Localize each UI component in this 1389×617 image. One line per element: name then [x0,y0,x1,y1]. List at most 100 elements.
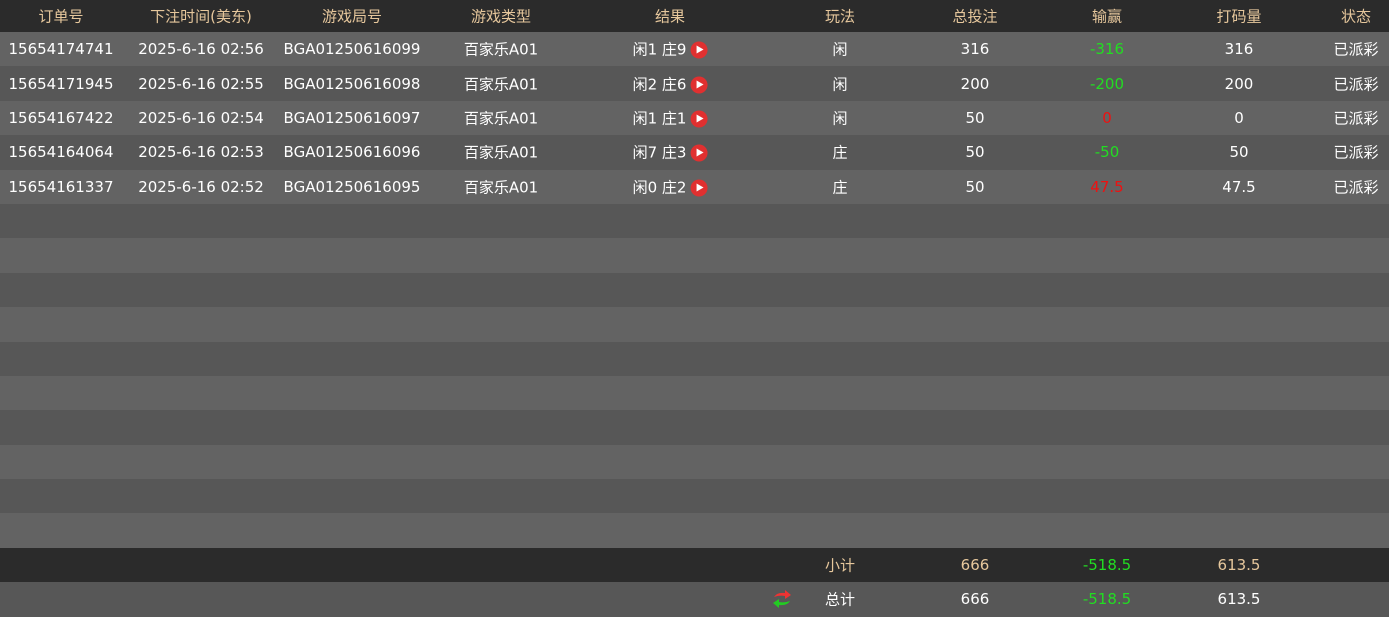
subtotal-row: 小计 666 -518.5 613.5 [0,547,1389,583]
result-text: 闲0 庄2 [632,178,687,197]
bet-time-text: 2025-6-16 02:52 [138,177,264,196]
header-result: 结果 [654,7,686,26]
empty-row [0,341,1389,376]
bet-time-text: 2025-6-16 02:55 [138,74,264,93]
game-type-cell: 百家乐A01 [464,176,538,197]
table-row: 15654161337 2025-6-16 02:52 BGA01250616095… [0,169,1389,204]
win-loss-text: -200 [1089,74,1125,93]
empty-row [0,203,1389,239]
play-type-cell: 庄 [832,142,847,163]
order-number-cell: 15654161337 [9,178,114,196]
status-text: 已派彩 [1333,75,1379,94]
result-text: 闲1 庄9 [632,40,687,59]
total-bet-text: 50 [965,108,985,127]
total-bet-cell: 50 [965,143,984,161]
total-bet-text: 316 [960,40,990,59]
game-type-cell: 百家乐A01 [464,39,538,60]
game-type-cell: 百家乐A01 [464,107,538,128]
play-type-cell: 闲 [832,73,847,94]
play-video-icon[interactable] [690,179,708,197]
total-bet: 666 [960,590,990,609]
win-loss-cell: 0 [1102,109,1112,127]
win-loss-text: 0 [1102,108,1112,127]
status-text: 已派彩 [1333,143,1379,162]
round-id-cell: BGA01250616095 [284,178,421,196]
win-loss-text: -316 [1089,40,1125,59]
result-text: 闲1 庄1 [632,109,687,128]
empty-row [0,513,1389,548]
bet-time-cell: 2025-6-16 02:55 [138,75,264,93]
header-total-bet: 总投注 [952,7,998,26]
win-loss-text: 47.5 [1090,177,1124,196]
bet-time-cell: 2025-6-16 02:53 [138,143,264,161]
play-type-text: 庄 [832,143,848,162]
total-label: 总计 [824,590,856,609]
win-loss-cell: -200 [1090,75,1124,93]
subtotal-bet: 666 [960,556,990,575]
play-type-text: 闲 [832,75,848,94]
round-id-text: BGA01250616098 [283,74,421,93]
play-type-cell: 庄 [832,176,847,197]
result-text: 闲2 庄6 [632,75,687,94]
status-text: 已派彩 [1333,178,1379,197]
table-row: 15654167422 2025-6-16 02:54 BGA01250616097… [0,100,1389,136]
refresh-icon[interactable] [771,588,793,610]
total-bet-cell: 316 [961,40,990,58]
order-number-cell: 15654171945 [9,75,114,93]
turnover-text: 316 [1224,40,1254,59]
status-cell: 已派彩 [1333,176,1378,197]
status-text: 已派彩 [1333,109,1379,128]
empty-row [0,410,1389,445]
table-row: 15654171945 2025-6-16 02:55 BGA01250616098… [0,66,1389,101]
result-cell: 闲7 庄3 [633,142,708,163]
header-turnover: 打码量 [1216,7,1262,26]
game-type-cell: 百家乐A01 [464,73,538,94]
play-video-icon[interactable] [690,144,708,162]
order-number-text: 15654174741 [8,40,114,59]
empty-row [0,479,1389,514]
bet-time-text: 2025-6-16 02:54 [138,108,264,127]
total-bet-text: 50 [965,177,985,196]
round-id-cell: BGA01250616098 [284,75,421,93]
play-type-text: 庄 [832,178,848,197]
game-type-cell: 百家乐A01 [464,142,538,163]
turnover-cell: 316 [1225,40,1254,58]
play-type-text: 闲 [832,109,848,128]
total-bet-text: 50 [965,143,985,162]
win-loss-text: -50 [1094,143,1120,162]
result-cell: 闲1 庄1 [633,107,708,128]
play-video-icon[interactable] [690,110,708,128]
turnover-text: 50 [1229,143,1249,162]
empty-row [0,238,1389,273]
result-cell: 闲0 庄2 [633,176,708,197]
bet-time-text: 2025-6-16 02:56 [138,40,264,59]
subtotal-label: 小计 [824,556,856,575]
status-text: 已派彩 [1333,40,1379,59]
win-loss-cell: -50 [1095,143,1120,161]
round-id-cell: BGA01250616099 [284,40,421,58]
header-game-type: 游戏类型 [470,7,532,26]
header-play-type: 玩法 [824,7,856,26]
round-id-text: BGA01250616099 [283,40,421,59]
turnover-text: 200 [1224,74,1254,93]
round-id-text: BGA01250616096 [283,143,421,162]
table-row: 15654174741 2025-6-16 02:56 BGA01250616099… [0,32,1389,67]
play-video-icon[interactable] [690,76,708,94]
header-bet-time: 下注时间(美东) [150,7,252,26]
total-win: -518.5 [1082,590,1132,609]
subtotal-code: 613.5 [1217,556,1261,575]
turnover-cell: 200 [1225,75,1254,93]
status-cell: 已派彩 [1333,142,1378,163]
round-id-cell: BGA01250616096 [284,143,421,161]
round-id-text: BGA01250616097 [283,108,421,127]
header-status: 状态 [1340,7,1372,26]
status-cell: 已派彩 [1333,73,1378,94]
empty-row [0,272,1389,308]
round-id-text: BGA01250616095 [283,177,421,196]
empty-row [0,375,1389,411]
bet-time-cell: 2025-6-16 02:56 [138,40,264,58]
status-cell: 已派彩 [1333,39,1378,60]
play-video-icon[interactable] [690,41,708,59]
result-text: 闲7 庄3 [632,143,687,162]
status-cell: 已派彩 [1333,107,1378,128]
